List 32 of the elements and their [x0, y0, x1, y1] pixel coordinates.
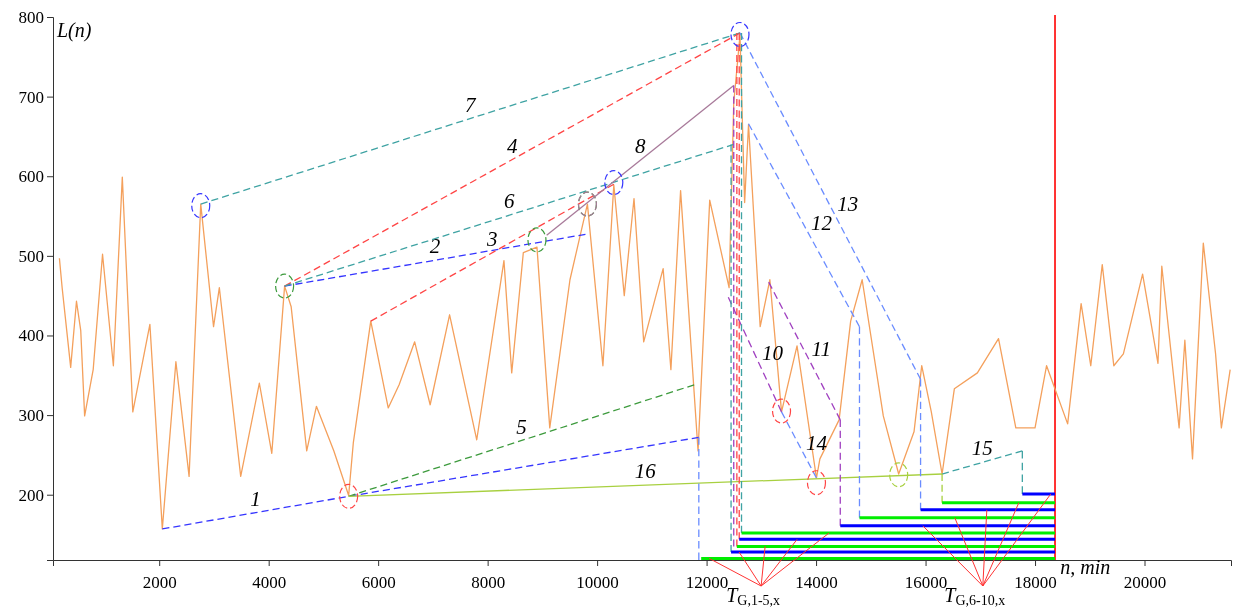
series-label: 5 [516, 414, 527, 439]
series-label: 8 [634, 134, 646, 159]
y-tick-label: 800 [18, 7, 44, 27]
series-label: 13 [837, 191, 859, 216]
y-axis-title: L(n) [56, 19, 92, 42]
series-label: 16 [634, 458, 657, 483]
series-label: 6 [503, 189, 515, 214]
series-label: 11 [811, 336, 831, 361]
series-label: 10 [761, 340, 784, 365]
y-tick-label: 600 [18, 167, 44, 187]
x-tick-label: 8000 [471, 572, 506, 592]
y-tick-label: 400 [18, 326, 44, 346]
x-tick-label: 18000 [1014, 572, 1057, 592]
x-tick-label: 2000 [142, 572, 177, 592]
series-label: 15 [971, 436, 993, 461]
series-label: 1 [250, 486, 261, 511]
x-tick-label: 20000 [1123, 572, 1167, 592]
x-tick-label: 14000 [795, 572, 838, 592]
series-label: 4 [507, 133, 519, 158]
x-axis-title: n, min [1060, 556, 1111, 578]
y-tick-label: 700 [18, 87, 44, 107]
series-label: 12 [811, 211, 833, 236]
series-label: 14 [805, 430, 828, 455]
x-tick-label: 6000 [361, 572, 396, 592]
y-tick-label: 300 [18, 406, 44, 426]
y-tick-label: 200 [18, 485, 44, 505]
series-label: 2 [429, 234, 441, 259]
series-label: 7 [465, 92, 478, 117]
series-label: 3 [486, 226, 498, 251]
x-tick-label: 10000 [576, 572, 619, 592]
x-tick-label: 4000 [252, 572, 287, 592]
y-tick-label: 500 [18, 246, 44, 266]
